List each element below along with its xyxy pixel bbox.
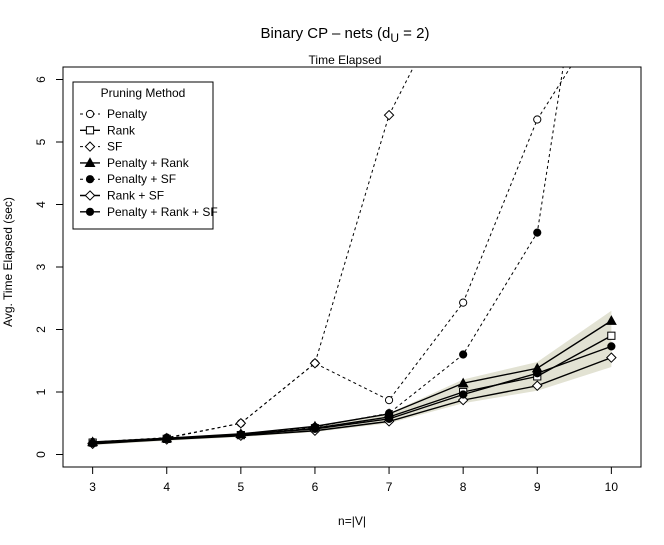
series-group <box>87 67 617 450</box>
data-point-penalty <box>459 298 468 307</box>
y-tick-label: 1 <box>34 388 48 395</box>
data-point-penalty-sf <box>459 350 468 359</box>
data-point-penalty-rank-sf <box>236 430 245 439</box>
x-tick-label: 8 <box>460 480 467 494</box>
y-tick-label: 3 <box>34 263 48 270</box>
data-point-penalty-rank <box>457 377 469 388</box>
legend-entry-rank-sf: Rank + SF <box>80 189 164 203</box>
legend-label: Penalty + Rank + SF <box>107 205 218 219</box>
data-point-penalty-rank-sf <box>88 439 97 448</box>
y-tick-label: 5 <box>34 138 48 145</box>
data-point-penalty-rank-sf <box>162 434 171 443</box>
legend-label: Penalty + Rank <box>107 156 190 170</box>
data-point-penalty-rank-sf <box>310 424 320 433</box>
chart-title: Binary CP – nets (dU = 2) <box>261 25 430 45</box>
data-point-penalty-rank-sf <box>384 414 394 423</box>
legend-label: Rank + SF <box>107 189 164 203</box>
legend-label: Rank <box>107 123 136 137</box>
legend-entry-rank: Rank <box>80 123 136 137</box>
series-line-penalty-rank-sf <box>92 345 612 444</box>
data-point-penalty-rank-sf <box>459 390 468 399</box>
x-tick-label: 4 <box>163 480 170 494</box>
data-point-sf <box>235 417 247 429</box>
data-point-penalty <box>533 115 542 124</box>
y-axis-label: Avg. Time Elapsed (sec) <box>1 197 15 327</box>
y-tick-label: 6 <box>34 76 48 83</box>
legend-label: Penalty <box>107 107 147 121</box>
axes-group: 3 4 5 6 7 8 9 10 0 1 2 3 4 5 6 <box>34 76 618 494</box>
x-tick-label: 5 <box>238 480 245 494</box>
legend-label: SF <box>107 140 122 154</box>
legend-box <box>72 81 214 230</box>
data-point-penalty-rank <box>605 315 617 325</box>
x-tick-label: 7 <box>386 480 393 494</box>
legend-title: Pruning Method <box>101 86 186 100</box>
data-point-sf <box>309 357 321 369</box>
y-tick-label: 0 <box>34 451 48 458</box>
series-line-penalty <box>92 67 572 443</box>
legend-entry-penalty: Penalty <box>80 107 147 121</box>
legend-marker <box>85 109 95 119</box>
series-penalty-rank-sf <box>88 342 616 448</box>
x-axis-label: n=|V| <box>338 514 366 528</box>
data-point-rank-sf <box>606 352 617 363</box>
data-point-rank-sf <box>531 380 543 392</box>
y-tick-label: 2 <box>34 326 48 333</box>
legend-marker <box>85 207 95 216</box>
x-tick-label: 10 <box>605 480 619 494</box>
confidence-band <box>92 310 612 446</box>
legend-marker <box>84 157 96 167</box>
legend-entry-sf: SF <box>80 140 122 154</box>
chart-subtitle: Time Elapsed <box>309 53 382 67</box>
legend-label: Penalty + SF <box>107 172 176 186</box>
legend: Pruning Method Penalty Rank SF Penalty + Ra… <box>72 81 218 230</box>
legend-marker <box>85 175 95 184</box>
confidence-band-group <box>92 310 612 446</box>
legend-marker <box>85 126 95 135</box>
y-tick-label: 4 <box>34 201 48 208</box>
data-point-penalty-rank-sf <box>533 369 542 378</box>
x-tick-label: 9 <box>534 480 541 494</box>
data-point-rank <box>607 331 616 340</box>
data-point-penalty-rank-sf <box>607 342 616 351</box>
data-point-penalty-sf <box>533 228 542 237</box>
x-tick-label: 3 <box>89 480 96 494</box>
legend-marker <box>84 141 96 152</box>
legend-entry-penalty-rank: Penalty + Rank <box>80 156 190 170</box>
data-point-penalty <box>384 396 394 405</box>
series-line-rank-sf <box>92 356 612 445</box>
data-point-sf <box>383 109 395 121</box>
x-tick-label: 6 <box>312 480 319 494</box>
legend-marker <box>84 190 96 201</box>
legend-entry-penalty-rank-sf: Penalty + Rank + SF <box>80 205 218 219</box>
legend-entry-penalty-sf: Penalty + SF <box>80 172 176 186</box>
